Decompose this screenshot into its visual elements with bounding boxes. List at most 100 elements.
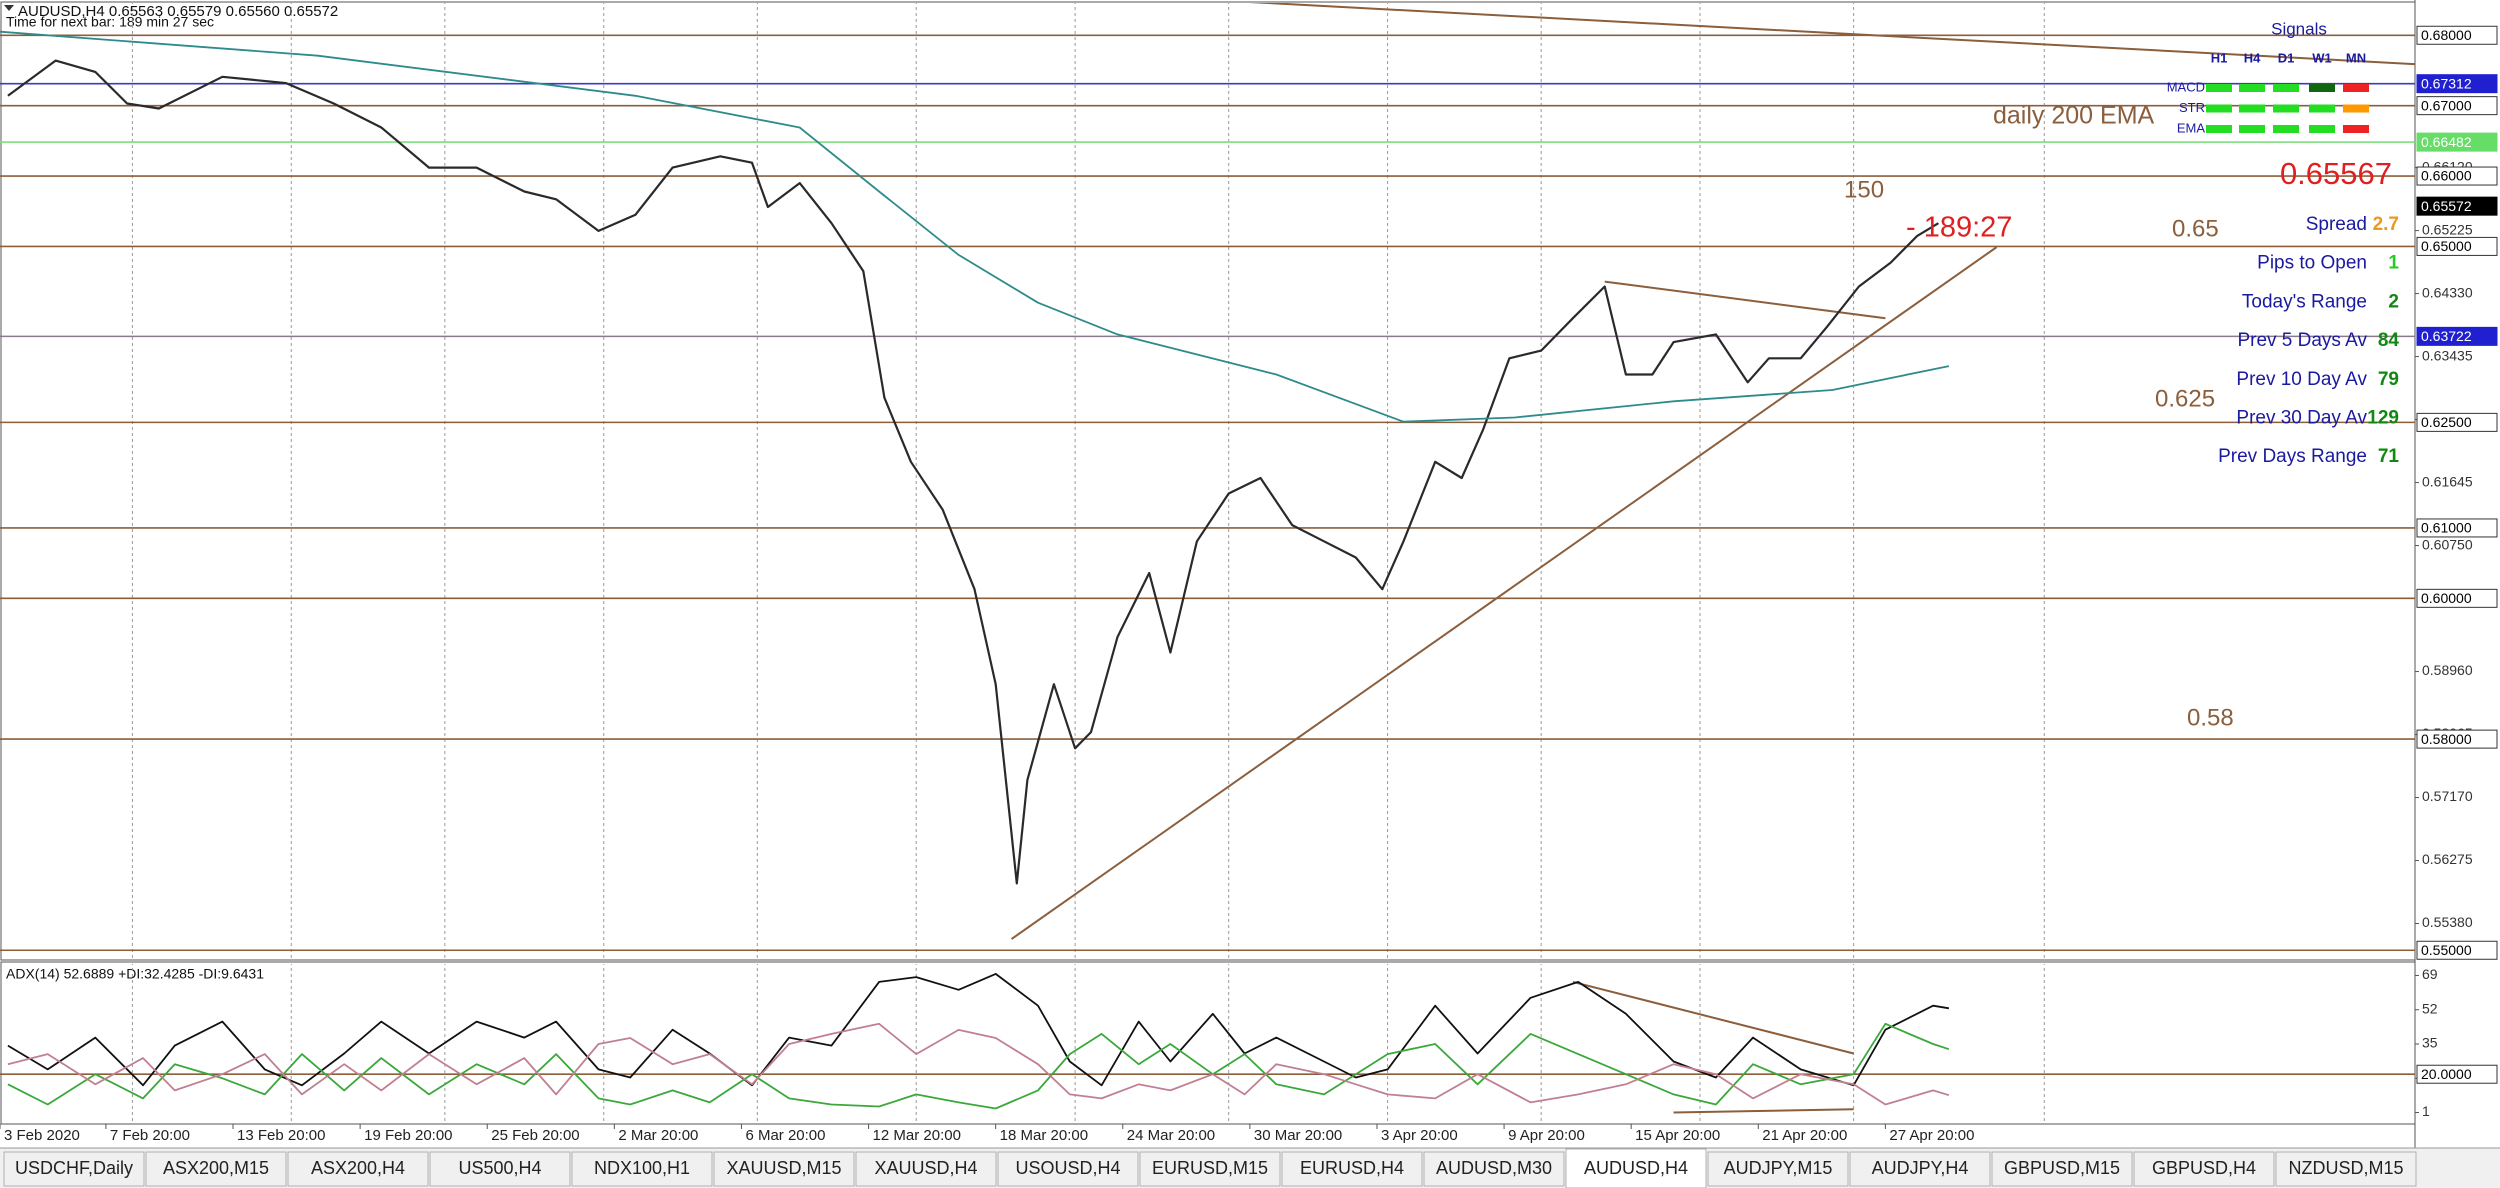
tab-background[interactable]	[1565, 1148, 1707, 1188]
tab-label[interactable]: XAUUSD,H4	[874, 1158, 977, 1178]
tab-label[interactable]: AUDJPY,H4	[1872, 1158, 1969, 1178]
tab-background[interactable]	[1707, 1151, 1849, 1187]
tab-background[interactable]	[1139, 1151, 1281, 1187]
tab-background[interactable]	[855, 1151, 997, 1187]
tab-background[interactable]	[1423, 1151, 1565, 1187]
x-tick-label: 25 Feb 20:00	[491, 1127, 579, 1144]
tab-label[interactable]: ASX200,M15	[163, 1158, 269, 1178]
tab-label[interactable]: EURUSD,H4	[1300, 1158, 1404, 1178]
tab[interactable]: XAUUSD,M15	[713, 1151, 855, 1187]
signal-block	[2273, 104, 2299, 113]
tab[interactable]: AUDUSD,H4	[1565, 1148, 1707, 1188]
tab[interactable]: ASX200,H4	[287, 1151, 429, 1187]
level-label: 0.58000	[2421, 731, 2472, 747]
info-value: 2	[2388, 291, 2399, 312]
signal-block	[2309, 84, 2335, 92]
annotation: 0.65567	[2280, 156, 2392, 191]
tab-label[interactable]: US500,H4	[458, 1158, 541, 1178]
tab[interactable]: XAUUSD,H4	[855, 1151, 997, 1187]
tab-label[interactable]: USDCHF,Daily	[15, 1158, 133, 1178]
tab-label[interactable]: NZDUSD,M15	[2288, 1158, 2403, 1178]
level-label: 0.63722	[2421, 328, 2472, 344]
level-box	[2416, 74, 2498, 94]
tab[interactable]: AUDJPY,M15	[1707, 1151, 1849, 1187]
y-tick-label: 0.57170	[2422, 788, 2473, 804]
info-label: Prev 30 Day Av	[2236, 408, 2367, 429]
tab-background[interactable]	[1849, 1151, 1991, 1187]
tab-background[interactable]	[713, 1151, 855, 1187]
tab-background[interactable]	[287, 1151, 429, 1187]
tab-label[interactable]: AUDJPY,M15	[1724, 1158, 1833, 1178]
tab-label[interactable]: USOUSD,H4	[1015, 1158, 1120, 1178]
signal-block	[2239, 84, 2265, 92]
signal-block	[2239, 104, 2265, 113]
signal-block	[2239, 125, 2265, 133]
signal-block	[2309, 125, 2335, 133]
tab[interactable]: AUDUSD,M30	[1423, 1151, 1565, 1187]
tab[interactable]: GBPUSD,M15	[1991, 1151, 2133, 1187]
tab[interactable]: NDX100,H1	[571, 1151, 713, 1187]
level-box	[2416, 588, 2498, 608]
level-box	[2416, 412, 2498, 432]
x-tick-label: 12 Mar 20:00	[873, 1127, 961, 1144]
tab[interactable]: US500,H4	[429, 1151, 571, 1187]
x-tick-label: 13 Feb 20:00	[237, 1127, 325, 1144]
y-tick-label: 0.56275	[2422, 851, 2473, 867]
signal-block	[2206, 125, 2232, 133]
tab-background[interactable]	[2275, 1151, 2417, 1187]
signal-block	[2343, 104, 2369, 113]
tab[interactable]: USDCHF,Daily	[3, 1151, 145, 1187]
y-tick-label: 1	[2422, 1103, 2430, 1119]
tab[interactable]: USOUSD,H4	[997, 1151, 1139, 1187]
y-tick-label: 0.63435	[2422, 347, 2473, 363]
level-label: 0.62500	[2421, 414, 2472, 430]
y-tick-label: 0.61645	[2422, 473, 2473, 489]
tab-background[interactable]	[3, 1151, 145, 1187]
tab-background[interactable]	[429, 1151, 571, 1187]
info-label: Prev Days Range	[2218, 446, 2367, 467]
tab-background[interactable]	[571, 1151, 713, 1187]
series-line	[0, 30, 1950, 423]
tab[interactable]: ASX200,M15	[145, 1151, 287, 1187]
level-box	[2416, 132, 2498, 152]
tab-background[interactable]	[2133, 1151, 2275, 1187]
level-box	[2416, 25, 2498, 45]
info-value: 84	[2378, 330, 2400, 351]
tab-background[interactable]	[1991, 1151, 2133, 1187]
tab-label[interactable]: XAUUSD,M15	[726, 1158, 841, 1178]
level-label: 0.60000	[2421, 590, 2472, 606]
x-tick-label: 21 Apr 20:00	[1762, 1127, 1847, 1144]
signals-column: H1	[2211, 50, 2228, 65]
tab-background[interactable]	[997, 1151, 1139, 1187]
tab-label[interactable]: GBPUSD,M15	[2004, 1158, 2120, 1178]
tab[interactable]: AUDJPY,H4	[1849, 1151, 1991, 1187]
level-label: 0.68000	[2421, 27, 2472, 43]
plot-area	[0, 3, 2415, 959]
level-label: 0.66482	[2421, 134, 2472, 150]
tab[interactable]: NZDUSD,M15	[2275, 1151, 2417, 1187]
tab-label[interactable]: ASX200,H4	[311, 1158, 405, 1178]
tab-label[interactable]: AUDUSD,H4	[1584, 1158, 1688, 1178]
annotation: 0.625	[2155, 385, 2215, 412]
tab-label[interactable]: GBPUSD,H4	[2152, 1158, 2256, 1178]
annotation: 150	[1844, 176, 1884, 203]
tab-label[interactable]: NDX100,H1	[594, 1158, 690, 1178]
tab-background[interactable]	[145, 1151, 287, 1187]
tab-label[interactable]: AUDUSD,M30	[1436, 1158, 1552, 1178]
level-label: 0.55000	[2421, 942, 2472, 958]
level-label: 0.66000	[2421, 168, 2472, 184]
tab[interactable]: GBPUSD,H4	[2133, 1151, 2275, 1187]
signal-block	[2206, 104, 2232, 113]
level-box	[2416, 1064, 2498, 1084]
tab-background[interactable]	[1281, 1151, 1423, 1187]
x-tick-label: 30 Mar 20:00	[1254, 1127, 1342, 1144]
tab-label[interactable]: EURUSD,M15	[1152, 1158, 1268, 1178]
level-box	[2416, 96, 2498, 116]
signals-title: Signals	[2271, 19, 2327, 38]
info-label: Today's Range	[2242, 291, 2367, 312]
tab[interactable]: EURUSD,M15	[1139, 1151, 1281, 1187]
signal-block	[2343, 125, 2369, 133]
adx-title: ADX(14) 52.6889 +DI:32.4285 -DI:9.6431	[6, 966, 264, 982]
tab[interactable]: EURUSD,H4	[1281, 1151, 1423, 1187]
